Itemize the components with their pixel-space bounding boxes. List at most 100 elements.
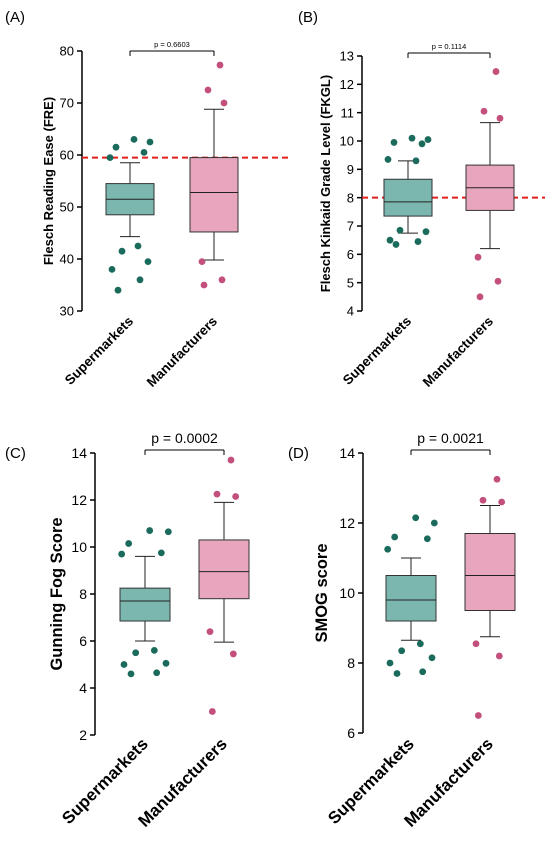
y-tick-label: 2: [79, 727, 87, 743]
outlier-point: [118, 247, 126, 255]
y-tick-label: 8: [347, 190, 354, 205]
y-tick-label: 10: [71, 539, 87, 555]
y-tick-label: 6: [347, 725, 355, 741]
outlier-point: [392, 241, 400, 248]
outlier-point: [114, 286, 122, 294]
outlier-point: [198, 258, 206, 265]
outlier-point: [127, 670, 135, 678]
outlier-point: [424, 136, 432, 143]
outlier-point: [112, 143, 120, 151]
outlier-point: [106, 154, 114, 162]
outlier-point: [398, 647, 406, 655]
outlier-point: [396, 226, 404, 234]
outlier-point: [153, 669, 161, 677]
outlier-point: [144, 258, 152, 265]
outlier-point: [220, 99, 228, 107]
category-label: Supermarkets: [62, 314, 136, 388]
box-iqr: [198, 539, 250, 600]
y-tick-label: 12: [340, 77, 354, 92]
y-axis-title: Flesch Kinkaid Grade Level (FKGL): [318, 75, 333, 292]
outlier-point: [493, 475, 501, 483]
y-tick-label: 11: [341, 105, 355, 120]
box-iqr: [119, 587, 171, 622]
y-axis-title: Gunning Fog Score: [48, 517, 66, 670]
outlier-point: [146, 527, 154, 534]
y-tick-label: 4: [347, 304, 354, 319]
y-tick-label: 8: [347, 655, 355, 671]
outlier-point: [108, 266, 116, 273]
y-tick-label: 50: [60, 200, 74, 215]
outlier-point: [125, 540, 133, 547]
box-manufacturers: [189, 61, 239, 289]
y-tick-label: 9: [347, 162, 354, 177]
outlier-point: [419, 668, 427, 676]
box-iqr: [385, 575, 437, 622]
outlier-point: [430, 519, 438, 527]
y-axis-title: Flesch Reading Ease (FRE): [41, 97, 56, 265]
y-tick-label: 12: [71, 492, 87, 508]
category-label: Manufacturers: [420, 314, 496, 390]
outlier-point: [386, 659, 394, 667]
outlier-point: [480, 107, 488, 115]
outlier-point: [216, 61, 224, 69]
outlier-point: [412, 514, 420, 522]
box-supermarkets: [118, 527, 172, 678]
panel-label: (C): [5, 445, 26, 462]
box-iqr: [189, 157, 239, 233]
y-tick-label: 4: [79, 680, 87, 696]
outlier-point: [479, 496, 487, 504]
outlier-point: [474, 712, 482, 719]
box-manufacturers: [198, 456, 250, 715]
outlier-point: [120, 661, 128, 668]
outlier-point: [232, 493, 240, 500]
y-tick-label: 6: [347, 247, 354, 262]
y-tick-label: 10: [340, 134, 354, 149]
y-tick-label: 12: [339, 515, 355, 531]
outlier-point: [200, 281, 208, 289]
outlier-point: [118, 550, 126, 558]
outlier-point: [422, 228, 430, 236]
outlier-point: [408, 134, 416, 142]
panel-a: (A) 30 40 50 60 70 80 Flesch Reading Ease (FRE)…: [5, 9, 292, 390]
outlier-point: [414, 238, 422, 245]
pvalue-label: p = 0.1114: [432, 42, 467, 51]
outlier-point: [494, 277, 502, 285]
pvalue-label: p = 0.0002: [151, 430, 218, 446]
outlier-point: [476, 293, 484, 301]
panel-label: (D): [288, 445, 309, 462]
y-tick-label: 13: [340, 49, 354, 64]
box-manufacturers: [464, 475, 516, 719]
y-tick-label: 14: [339, 445, 355, 461]
outlier-point: [474, 253, 482, 261]
outlier-point: [134, 242, 142, 250]
box-manufacturers: [465, 68, 515, 301]
y-tick-label: 7: [347, 219, 354, 234]
outlier-point: [384, 156, 392, 163]
outlier-point: [393, 670, 401, 677]
outlier-point: [130, 136, 138, 143]
box-iqr: [464, 533, 516, 611]
outlier-point: [492, 68, 500, 75]
outlier-point: [384, 545, 392, 553]
category-label: Supermarkets: [340, 314, 414, 388]
outlier-point: [208, 708, 216, 715]
outlier-point: [146, 138, 154, 146]
panel-label: (A): [5, 9, 25, 26]
outlier-point: [157, 549, 165, 557]
outlier-point: [227, 456, 235, 464]
outlier-point: [496, 114, 504, 122]
y-tick-label: 60: [60, 148, 74, 163]
y-tick-label: 5: [347, 275, 354, 290]
y-tick-label: 6: [79, 633, 87, 649]
y-tick-label: 10: [339, 585, 355, 601]
box-iqr: [383, 178, 433, 217]
y-tick-label: 8: [79, 586, 87, 602]
outlier-point: [140, 149, 148, 156]
y-axis-title: SMOG score: [313, 543, 331, 642]
outlier-point: [418, 140, 426, 148]
outlier-point: [132, 649, 140, 657]
outlier-point: [472, 640, 480, 648]
pvalue-label: p = 0.0021: [417, 430, 484, 446]
outlier-point: [412, 157, 420, 165]
